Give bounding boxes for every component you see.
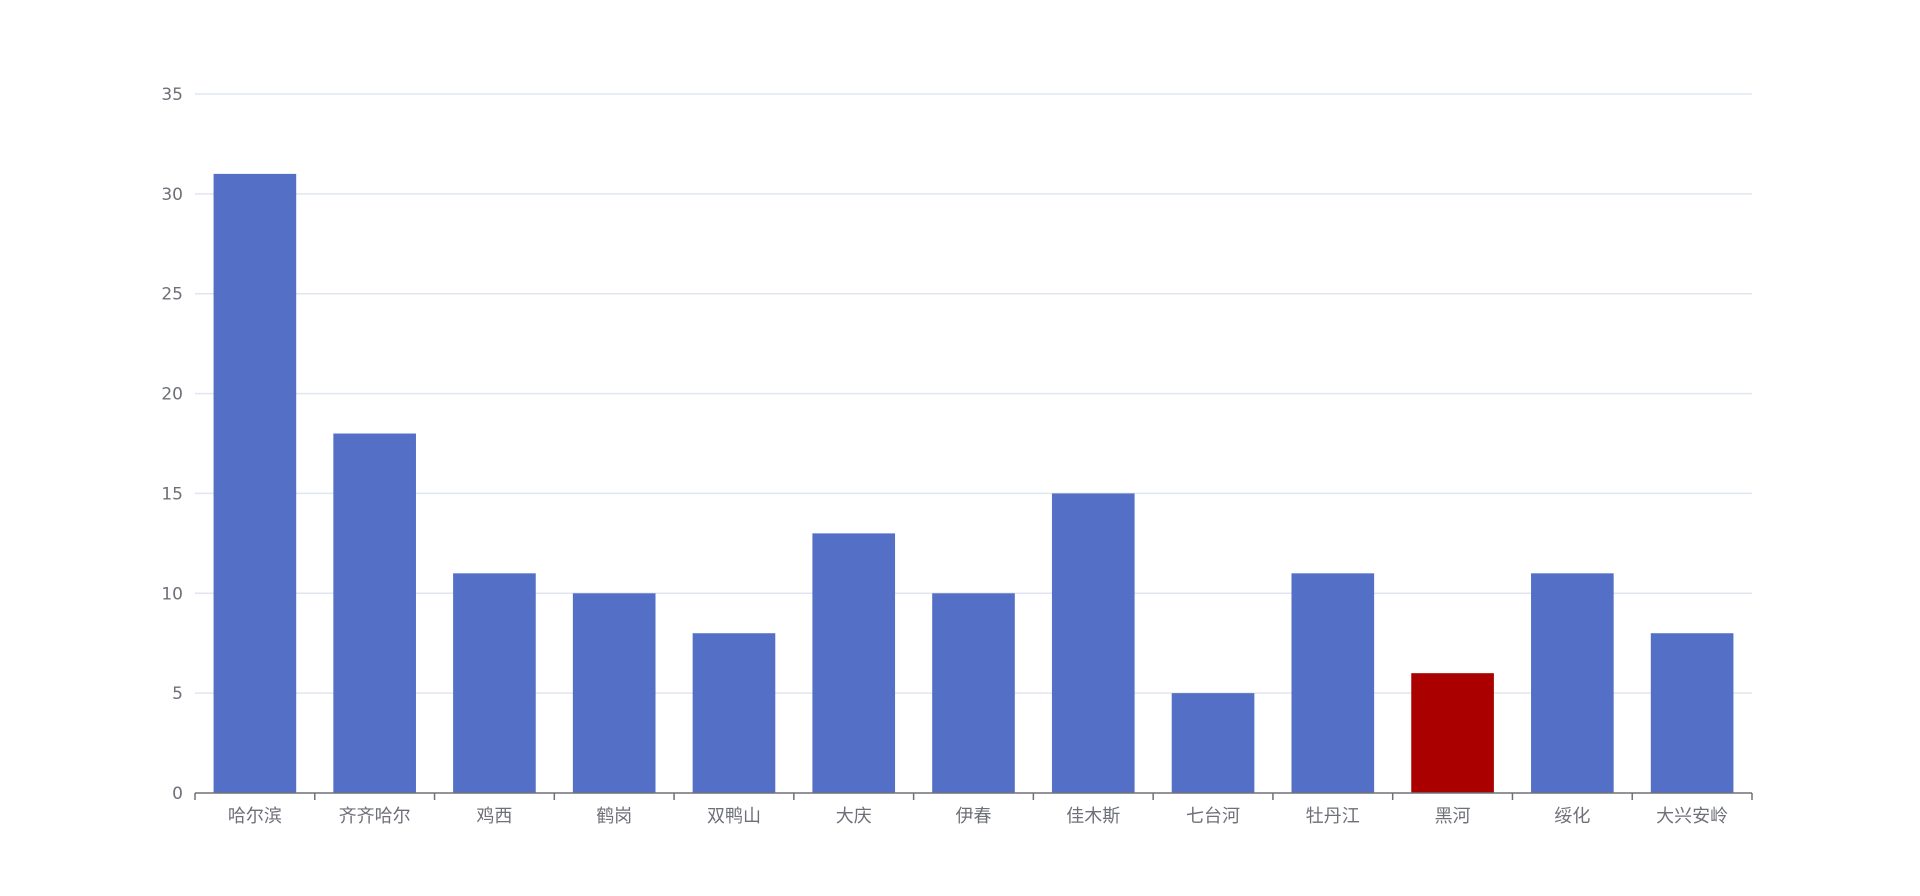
bar-9 [1171, 693, 1255, 793]
x-tick-label: 大庆 [836, 806, 872, 827]
y-tick-label: 25 [161, 285, 183, 305]
bar-13 [1650, 633, 1734, 793]
bar-5 [692, 633, 776, 793]
x-tick-label: 齐齐哈尔 [339, 806, 411, 827]
y-tick-label: 20 [161, 385, 183, 405]
x-tick-label: 鸡西 [476, 806, 512, 827]
axis-labels: 0 5 10 15 20 25 30 35 哈尔滨 齐齐哈尔 鸡西 鹤岗 双鸭山 大庆 伊春 佳木斯 七台河 牡丹… [161, 85, 1728, 827]
x-tick-label: 双鸭山 [707, 806, 761, 827]
bar-7 [932, 593, 1015, 793]
bar-1 [213, 173, 297, 793]
x-tick-label: 哈尔滨 [228, 806, 282, 827]
bar-2 [333, 433, 416, 793]
y-tick-label: 35 [161, 85, 183, 105]
x-tick-label: 七台河 [1186, 806, 1240, 827]
x-tick-label: 牡丹江 [1306, 806, 1360, 827]
bar-8 [1051, 493, 1135, 793]
x-tick-label: 佳木斯 [1066, 806, 1120, 827]
axes [194, 792, 1753, 800]
y-tick-label: 0 [172, 784, 183, 804]
x-tick-label: 绥化 [1554, 806, 1590, 827]
bars [213, 173, 1734, 793]
x-tick-label: 大兴安岭 [1656, 806, 1728, 827]
y-tick-label: 30 [161, 185, 183, 205]
y-tick-label: 15 [161, 484, 183, 504]
x-tick-label: 伊春 [956, 806, 992, 827]
bar-4 [572, 593, 656, 793]
bar-12 [1531, 573, 1614, 793]
bar-3 [453, 573, 536, 793]
x-tick-label: 黑河 [1435, 806, 1471, 827]
y-tick-label: 5 [172, 684, 183, 704]
y-tick-label: 10 [161, 584, 183, 604]
bar-6 [812, 533, 896, 793]
bar-11 [1411, 673, 1494, 793]
x-tick-label: 鹤岗 [596, 806, 632, 827]
bar-10 [1291, 573, 1375, 793]
